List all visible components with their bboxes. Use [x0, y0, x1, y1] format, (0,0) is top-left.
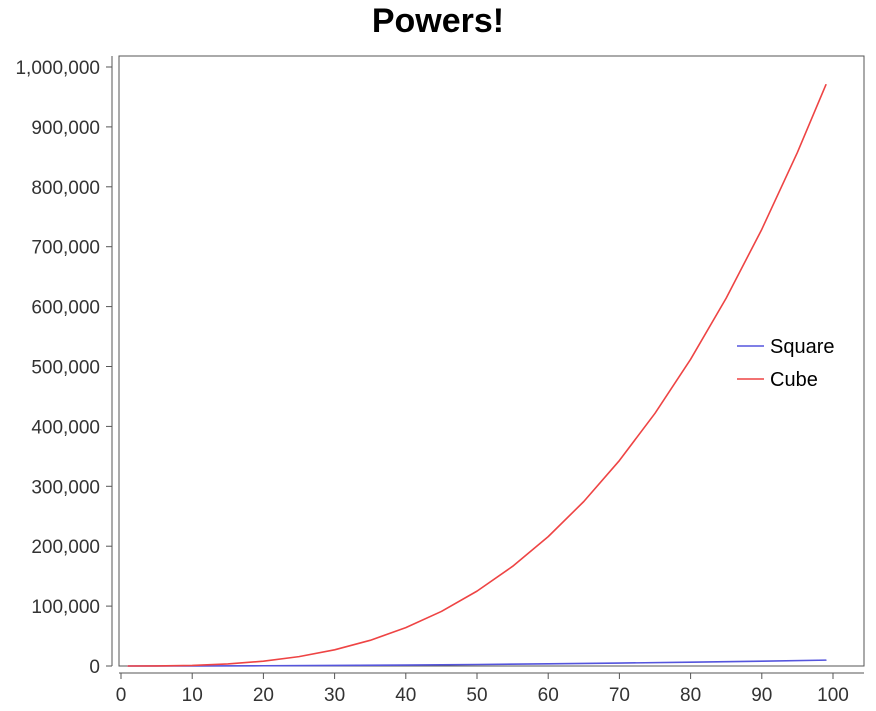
y-tick-label: 800,000	[31, 178, 100, 199]
y-tick-label: 500,000	[31, 358, 100, 379]
x-tick-label: 70	[609, 685, 630, 706]
plot-area	[118, 55, 865, 667]
x-tick-label: 20	[253, 685, 274, 706]
y-tick-label: 600,000	[31, 298, 100, 319]
x-tick-label: 80	[680, 685, 701, 706]
chart-title: Powers!	[371, 2, 505, 40]
y-tick-label: 300,000	[31, 477, 100, 498]
x-tick-label: 40	[395, 685, 416, 706]
y-tick-label: 1,000,000	[15, 58, 100, 79]
legend-label-square: Square	[770, 336, 835, 358]
x-tick-label: 50	[466, 685, 487, 706]
x-tick-label: 100	[817, 685, 849, 706]
y-tick-label: 900,000	[31, 118, 100, 139]
legend-label-cube: Cube	[770, 369, 818, 391]
x-tick-label: 60	[538, 685, 559, 706]
series-lines	[127, 83, 827, 667]
series-line-square	[127, 659, 827, 667]
x-tick-label: 0	[116, 685, 127, 706]
y-tick-label: 0	[89, 657, 100, 678]
legend: Square Cube	[737, 336, 835, 391]
y-tick-label: 400,000	[31, 417, 100, 438]
axes: 0 100,000 200,000 300,000 400,000 500,000 600,…	[15, 56, 864, 706]
x-tick-label: 30	[324, 685, 345, 706]
series-line-cube	[127, 83, 827, 667]
x-tick-label: 10	[182, 685, 203, 706]
y-tick-label: 200,000	[31, 537, 100, 558]
x-tick-label: 90	[751, 685, 772, 706]
y-tick-label: 700,000	[31, 238, 100, 259]
y-tick-label: 100,000	[31, 597, 100, 618]
